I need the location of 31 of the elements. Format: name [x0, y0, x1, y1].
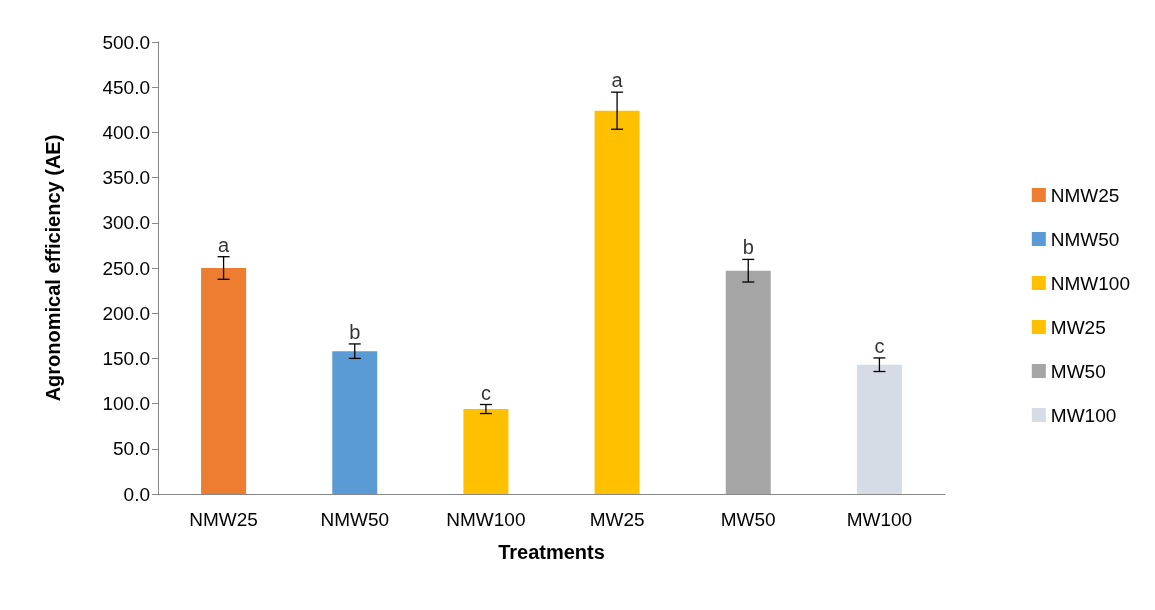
y-tick-label: 0.0 — [123, 483, 150, 505]
x-tick-label: NMW100 — [446, 509, 526, 530]
y-tick-label: 350.0 — [102, 167, 150, 189]
y-tick-label: 100.0 — [102, 393, 150, 415]
y-tick-label: 200.0 — [102, 302, 150, 324]
annotation: a — [611, 69, 624, 92]
y-tick-label: 50.0 — [113, 438, 150, 460]
legend-label: MW50 — [1050, 360, 1106, 382]
annotation: c — [874, 334, 885, 357]
legend-label: NMW100 — [1050, 272, 1131, 294]
y-tick-label: 500.0 — [102, 31, 150, 53]
y-tick-label: 300.0 — [102, 212, 150, 234]
legend-label: NMW50 — [1050, 228, 1120, 250]
x-tick-label: NMW25 — [189, 509, 258, 530]
legend-label: NMW25 — [1050, 184, 1120, 206]
legend-label: MW25 — [1050, 316, 1106, 338]
y-tick-label: 150.0 — [102, 347, 150, 369]
annotation: c — [480, 381, 491, 404]
y-tick-label: 400.0 — [102, 121, 150, 143]
x-tick-label: MW25 — [589, 509, 645, 530]
annotation: b — [742, 236, 754, 259]
legend-label: MW100 — [1050, 404, 1117, 426]
y-tick-label: 450.0 — [102, 76, 150, 98]
annotation: b — [349, 320, 361, 343]
y-tick-label: 250.0 — [102, 257, 150, 279]
x-axis-title: Treatments — [498, 541, 605, 563]
x-tick-label: MW50 — [720, 509, 776, 530]
x-tick-label: NMW50 — [320, 509, 390, 530]
y-axis-title: Agronomical efficiency (AE) — [42, 134, 64, 402]
annotation: a — [218, 233, 231, 256]
x-tick-label: MW100 — [846, 509, 913, 530]
